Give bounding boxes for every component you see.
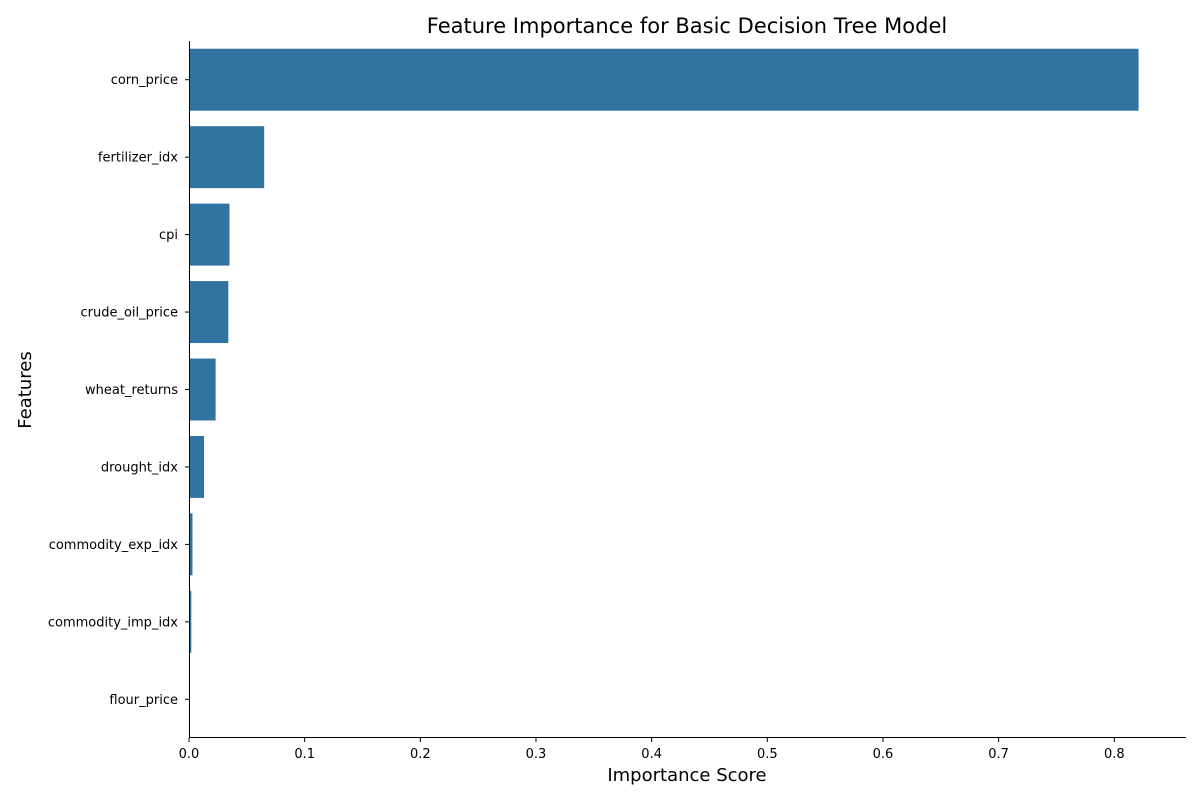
bar-commodity-imp-idx [189, 590, 192, 653]
y-tick-label: corn_price [111, 73, 178, 88]
x-axis-title: Importance Score [607, 765, 766, 786]
x-tick-label: 0.7 [988, 747, 1009, 762]
x-tick-label: 0.2 [410, 747, 431, 762]
x-tick-label: 0.0 [179, 747, 200, 762]
y-tick-label: fertilizer_idx [98, 151, 178, 166]
x-tick-label: 0.4 [641, 747, 662, 762]
chart-title: Feature Importance for Basic Decision Tr… [427, 14, 947, 38]
bar-fertilizer-idx [189, 126, 265, 189]
bar-corn-price [189, 48, 1139, 111]
y-tick-label: drought_idx [101, 460, 178, 475]
y-tick-label: commodity_exp_idx [49, 538, 179, 553]
y-tick-label: wheat_returns [85, 383, 178, 398]
bar-commodity-exp-idx [189, 513, 193, 576]
x-tick-label: 0.3 [526, 747, 547, 762]
x-tick-label: 0.8 [1104, 747, 1125, 762]
y-tick-label: crude_oil_price [80, 306, 178, 321]
y-tick-label: flour_price [109, 693, 178, 708]
x-axis-ticks: 0.0 0.1 0.2 0.3 0.4 0.5 0.6 0.7 0.8 [179, 738, 1125, 762]
bar-crude-oil-price [189, 281, 229, 344]
y-tick-label: commodity_imp_idx [48, 615, 178, 630]
x-tick-label: 0.5 [757, 747, 778, 762]
bars-layer [189, 48, 1139, 653]
x-tick-label: 0.6 [873, 747, 894, 762]
bar-wheat-returns [189, 358, 216, 421]
bar-drought-idx [189, 435, 205, 498]
y-axis-title: Features [15, 351, 36, 428]
x-tick-label: 0.1 [294, 747, 315, 762]
bar-cpi [189, 203, 230, 266]
y-tick-label: cpi [159, 228, 178, 243]
